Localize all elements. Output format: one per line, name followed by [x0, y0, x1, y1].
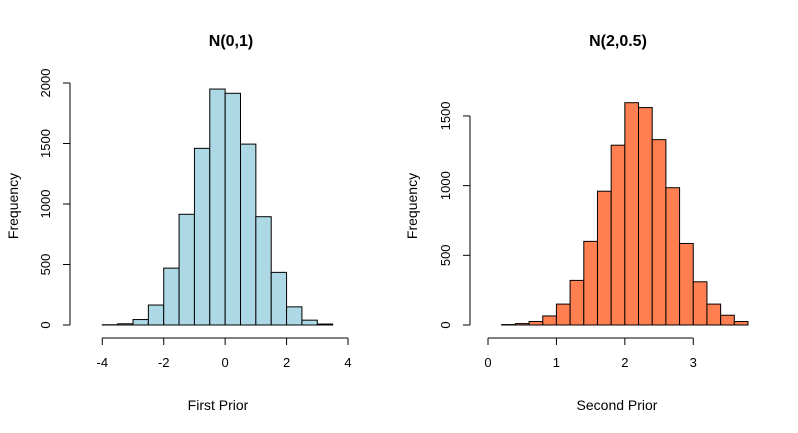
- histogram-bar: [651, 139, 667, 326]
- y-tick-label: 1000: [38, 190, 53, 219]
- histogram-bar: [316, 323, 334, 326]
- x-tick-label: 0: [222, 355, 229, 370]
- histogram-bar: [706, 303, 722, 326]
- x-axis-label: Second Prior: [577, 397, 658, 413]
- x-tick-label: 4: [344, 355, 351, 370]
- y-tick-label: 1500: [438, 101, 453, 130]
- y-axis-label: Frequency: [5, 173, 21, 239]
- y-axis: 0 500 1000 1500 2000: [38, 69, 71, 329]
- histogram-bar: [209, 88, 226, 326]
- bars-group: [501, 102, 749, 326]
- x-tick-label: 1: [553, 355, 560, 370]
- histogram-bar: [733, 321, 749, 326]
- histogram-panel-first: N(0,1) -4 -2 0 2 4 0 500 1000 1500 2000 First Pr…: [5, 33, 352, 413]
- y-axis-label: Frequency: [404, 173, 420, 239]
- x-tick-label: 3: [690, 355, 697, 370]
- x-tick-label: 2: [621, 355, 628, 370]
- histogram-bar: [270, 271, 288, 326]
- histogram-bar: [596, 190, 612, 326]
- x-tick-label: 2: [283, 355, 290, 370]
- histogram-bar: [132, 319, 149, 326]
- histogram-bar: [720, 314, 735, 326]
- histogram-bar: [555, 303, 571, 326]
- histogram-bar: [610, 144, 626, 326]
- histogram-bar: [528, 321, 544, 326]
- histogram-bar: [692, 281, 708, 326]
- histogram-bar: [117, 323, 134, 326]
- x-tick-label: -4: [97, 355, 109, 370]
- y-tick-label: 0: [38, 321, 53, 328]
- x-axis: -4 -2 0 2 4: [97, 337, 352, 370]
- histogram-bar: [665, 187, 681, 326]
- histogram-bar: [569, 279, 585, 326]
- y-tick-label: 0: [438, 321, 453, 328]
- histogram-bar: [514, 323, 530, 326]
- histogram-bar: [624, 102, 640, 326]
- histogram-bar: [286, 306, 303, 326]
- y-tick-label: 500: [38, 254, 53, 276]
- y-tick-label: 1000: [438, 171, 453, 200]
- chart-title: N(2,0.5): [589, 33, 647, 50]
- histogram-bar: [542, 315, 557, 326]
- bars-group: [101, 88, 334, 326]
- histogram-bar: [240, 143, 257, 326]
- histogram-bar: [163, 267, 180, 326]
- histogram-bar: [638, 107, 653, 326]
- y-tick-label: 2000: [38, 69, 53, 98]
- histogram-bar: [583, 240, 598, 326]
- y-axis: 0 500 1000 1500: [438, 101, 471, 329]
- histogram-bar: [224, 92, 241, 326]
- chart-title: N(0,1): [209, 33, 253, 50]
- histogram-bar: [147, 304, 165, 326]
- x-tick-label: 0: [484, 355, 491, 370]
- histogram-bar: [301, 319, 318, 326]
- y-tick-label: 1500: [38, 129, 53, 158]
- histogram-bar: [193, 147, 211, 326]
- histogram-bar: [679, 242, 694, 326]
- histogram-bar: [255, 216, 272, 326]
- histogram-bar: [178, 213, 195, 326]
- x-axis: 0 1 2 3: [484, 337, 697, 370]
- x-tick-label: -2: [158, 355, 170, 370]
- y-tick-label: 500: [438, 244, 453, 266]
- x-axis-label: First Prior: [188, 397, 249, 413]
